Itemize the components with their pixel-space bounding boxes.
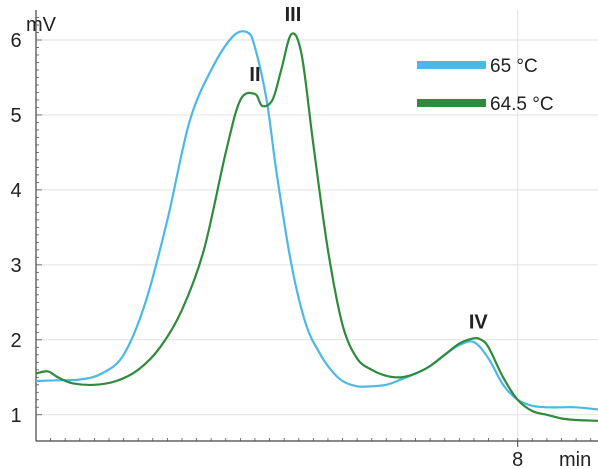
axes — [35, 10, 598, 442]
legend-swatch-1 — [417, 61, 486, 69]
legend-label-2: 64.5 °C — [490, 94, 554, 115]
x-tick-labels: 8 — [512, 441, 523, 469]
peak-label-iv: IV — [469, 312, 489, 334]
series-line-1 — [35, 30, 598, 411]
y-tick-label-5: 5 — [10, 105, 21, 127]
y-tick-label-3: 3 — [10, 255, 21, 277]
y-tick-labels: 1 2 3 4 5 6 — [10, 30, 21, 427]
y-axis-unit: mV — [26, 14, 57, 36]
y-tick-label-4: 4 — [10, 180, 21, 202]
legend: 65 °C 64.5 °C — [417, 56, 554, 115]
series-line-2 — [35, 32, 598, 422]
peak-label-iii: III — [285, 4, 302, 26]
series-lines — [35, 30, 598, 422]
y-tick-label-2: 2 — [10, 330, 21, 352]
x-tick-label-8: 8 — [512, 449, 523, 469]
x-axis-unit: min — [559, 449, 591, 469]
y-tick-label-6: 6 — [10, 30, 21, 52]
legend-label-1: 65 °C — [490, 56, 538, 77]
y-tick-label-1: 1 — [10, 405, 21, 427]
legend-swatch-2 — [417, 99, 486, 107]
grid-lines — [36, 10, 598, 441]
peak-label-ii: II — [249, 64, 260, 86]
minor-ticks — [36, 17, 592, 441]
